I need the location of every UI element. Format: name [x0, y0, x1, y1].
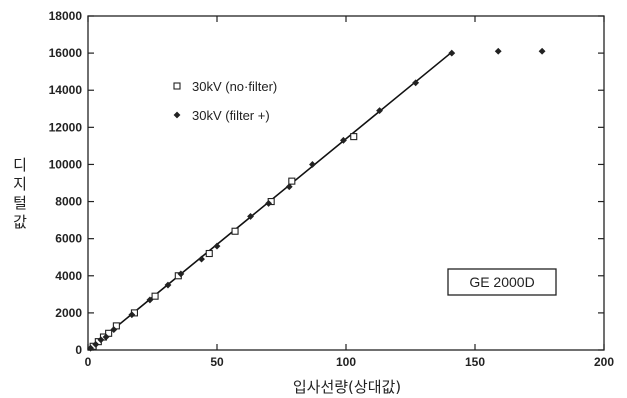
- legend-label-1: 30kV (no·filter): [192, 79, 277, 94]
- point-filter-plus: [309, 161, 316, 168]
- x-tick-label: 100: [336, 355, 356, 369]
- point-filter-plus: [494, 47, 502, 55]
- point-filter-plus: [265, 199, 273, 207]
- y-tick-label: 6000: [55, 232, 82, 246]
- y-tick-label: 16000: [49, 46, 83, 60]
- y-tick-label: 8000: [55, 195, 82, 209]
- legend-label-2: 30kV (filter +): [192, 108, 270, 123]
- point-no-filter: [288, 177, 296, 185]
- point-filter-plus: [164, 281, 172, 289]
- point-filter-plus: [177, 270, 185, 278]
- annotation-frame: [447, 268, 557, 296]
- point-filter-plus: [128, 311, 136, 319]
- y-tick-label: 18000: [49, 9, 83, 23]
- x-tick-label: 50: [210, 355, 224, 369]
- point-filter-plus: [146, 296, 154, 304]
- y-tick-label: 0: [75, 343, 82, 357]
- point-no-filter: [231, 227, 239, 235]
- x-tick-label: 150: [465, 355, 485, 369]
- annotation-label: GE 2000D: [469, 274, 534, 290]
- point-filter-plus: [538, 47, 546, 55]
- point-filter-plus: [213, 242, 221, 250]
- plot-frame: [87, 15, 605, 351]
- y-tick-label: 12000: [49, 120, 83, 134]
- y-axis-label-char: 지: [13, 175, 27, 193]
- point-filter-plus: [412, 79, 420, 87]
- point-filter-plus: [339, 136, 347, 144]
- legend: 30kV (no·filter) 30kV (filter +): [173, 79, 277, 123]
- data-points: [87, 47, 546, 352]
- x-tick-label: 200: [594, 355, 614, 369]
- point-filter-plus: [92, 341, 100, 348]
- y-tick-label: 4000: [55, 269, 82, 283]
- point-no-filter: [205, 249, 213, 258]
- y-axis-label-char: 값: [13, 213, 27, 231]
- point-filter-plus: [198, 255, 205, 263]
- legend-marker-1: [173, 82, 181, 90]
- x-axis-ticks: 0 50 100 150 200: [85, 16, 614, 369]
- point-filter-plus: [285, 183, 293, 191]
- plot-border: [87, 15, 605, 351]
- point-no-filter: [151, 292, 159, 300]
- point-filter-plus: [102, 333, 110, 341]
- x-tick-label: 0: [85, 355, 92, 369]
- point-filter-plus: [110, 326, 118, 334]
- y-axis-label-char: 디: [13, 156, 27, 174]
- point-filter-plus: [376, 107, 383, 115]
- legend-marker-2: [173, 111, 181, 119]
- y-tick-label: 14000: [49, 83, 83, 97]
- point-filter-plus: [87, 344, 95, 352]
- point-filter-plus: [97, 336, 105, 344]
- point-no-filter: [350, 133, 358, 141]
- point-filter-plus: [247, 212, 254, 220]
- y-tick-label: 2000: [55, 306, 82, 320]
- y-axis-ticks: 0 2000 4000 6000 8000 10000 12000 14000 16000 180…: [49, 9, 604, 357]
- y-tick-label: 10000: [49, 157, 83, 171]
- x-axis-label: 입사선량(상대값): [293, 378, 401, 396]
- point-filter-plus: [448, 49, 456, 57]
- y-axis-label-char: 털: [13, 194, 27, 212]
- annotation-box: GE 2000D: [447, 268, 557, 296]
